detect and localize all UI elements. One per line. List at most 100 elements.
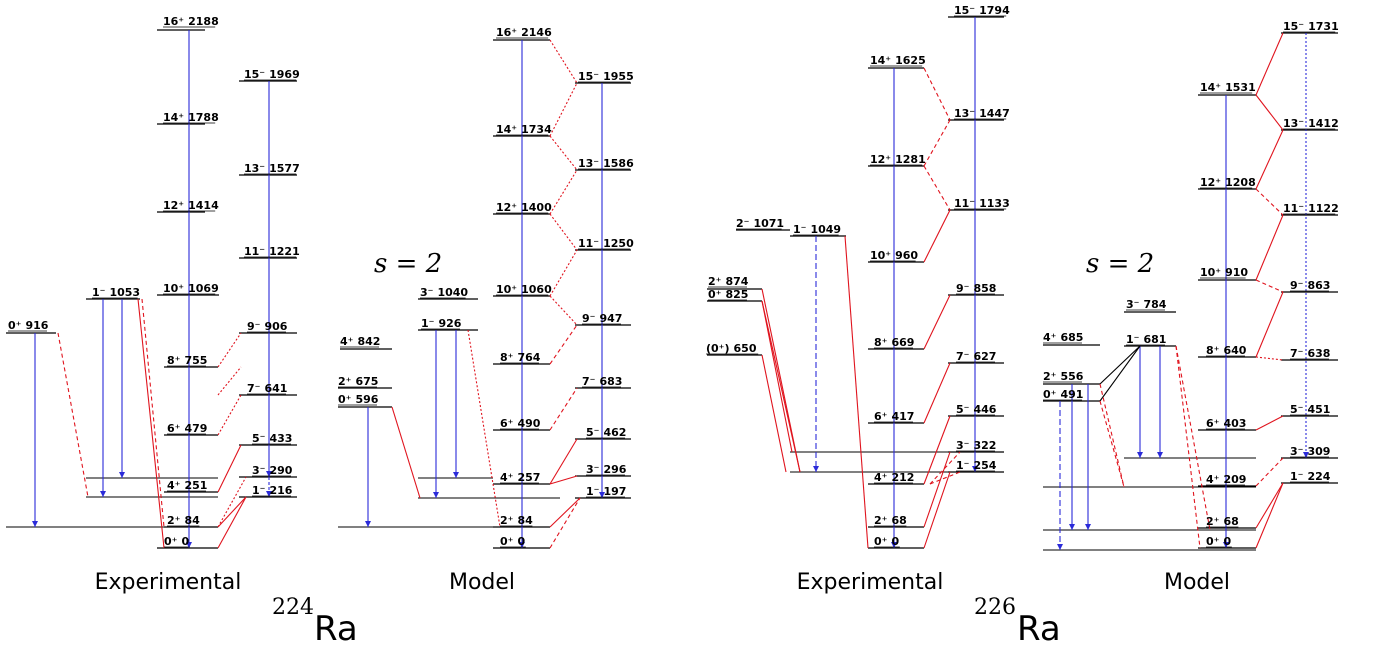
- level-label-ra224-exp-7: 6⁺ 479: [167, 422, 207, 435]
- level-spin-parity: 6⁺: [500, 417, 514, 430]
- level-spin-parity: 8⁺: [1206, 344, 1220, 357]
- transition-72: [1255, 214, 1284, 281]
- transition-12: [217, 444, 242, 493]
- level-label-ra224-exp-15: 7⁻ 641: [247, 382, 287, 395]
- level-spin-parity: 11⁻: [954, 197, 975, 210]
- level-spin-parity: 2⁺: [1206, 515, 1220, 528]
- level-label-ra224-exp-13: 11⁻ 1221: [244, 245, 300, 258]
- level-spin-parity: 13⁻: [578, 157, 599, 170]
- level-spin-parity: 16⁺: [496, 26, 517, 39]
- transition-34: [549, 497, 581, 528]
- level-label-ra224-model-15: 13⁻ 1586: [578, 157, 634, 170]
- level-label-ra226-exp-17: 7⁻ 627: [956, 350, 996, 363]
- level-label-ra226-model-4: 0⁺ 491: [1043, 388, 1083, 401]
- level-energy: 1531: [1225, 81, 1256, 94]
- level-label-ra224-model-16: 11⁻ 1250: [578, 237, 634, 250]
- nucleus-mass-224: 224: [272, 595, 314, 620]
- level-label-ra224-model-21: 1⁻ 197: [586, 485, 626, 498]
- level-energy: 197: [603, 485, 626, 498]
- level-energy: 874: [725, 275, 748, 288]
- level-label-ra226-model-9: 6⁺ 403: [1206, 417, 1246, 430]
- level-label-ra226-exp-9: 6⁺ 417: [874, 410, 914, 423]
- transition-25: [549, 135, 578, 171]
- level-energy: 417: [891, 410, 914, 423]
- level-energy: 669: [891, 336, 914, 349]
- level-label-ra226-exp-19: 3⁻ 322: [956, 439, 996, 452]
- transition-77: [1255, 457, 1284, 487]
- level-energy: 910: [1225, 266, 1248, 279]
- level-label-ra226-exp-16: 9⁻ 858: [956, 282, 996, 295]
- level-label-ra224-exp-0: 0⁺ 916: [8, 319, 49, 332]
- level-energy: 1414: [188, 199, 219, 212]
- level-spin-parity: 5⁻: [956, 403, 970, 416]
- level-energy: 1586: [603, 157, 634, 170]
- transition-64: [1099, 383, 1125, 488]
- transition-70: [1255, 129, 1284, 190]
- level-energy: 1071: [753, 217, 784, 230]
- level-spin-parity: 3⁻: [1290, 445, 1304, 458]
- level-energy: 1221: [269, 245, 300, 258]
- level-energy: 825: [725, 288, 748, 301]
- level-spin-parity: 5⁻: [252, 432, 266, 445]
- level-spin-parity: 9⁻: [956, 282, 970, 295]
- level-label-ra224-exp-5: 10⁺ 1069: [163, 282, 219, 295]
- level-spin-parity: 0⁺: [1206, 535, 1220, 548]
- level-spin-parity: 15⁻: [244, 68, 265, 81]
- transition-48: [923, 294, 951, 350]
- level-label-ra226-exp-0: 2⁻ 1071: [736, 217, 784, 230]
- level-spin-parity: 0⁺: [708, 288, 722, 301]
- level-energy: 1412: [1308, 117, 1339, 130]
- level-energy: 1053: [109, 286, 140, 299]
- level-spin-parity: 10⁺: [163, 282, 184, 295]
- level-energy: 433: [269, 432, 292, 445]
- level-label-ra224-exp-4: 12⁺ 1414: [163, 199, 219, 212]
- transition-arrowhead-17: [599, 492, 605, 498]
- transition-41: [761, 300, 793, 453]
- level-label-ra226-exp-6: 12⁺ 1281: [870, 153, 926, 166]
- level-label-ra226-exp-3: 0⁺ 825: [708, 288, 748, 301]
- level-energy: 1060: [521, 283, 552, 296]
- level-spin-parity: 8⁺: [167, 354, 181, 367]
- level-label-ra226-exp-7: 10⁺ 960: [870, 249, 918, 262]
- level-energy: 755: [184, 354, 207, 367]
- transition-arrowhead-56: [1303, 452, 1309, 458]
- level-spin-parity: 7⁻: [956, 350, 970, 363]
- level-label-ra226-model-12: 0⁺ 0: [1206, 535, 1231, 548]
- level-label-ra226-exp-5: 14⁺ 1625: [870, 54, 926, 67]
- level-spin-parity: 1⁻: [252, 484, 266, 497]
- transition-arrowhead-2: [266, 491, 272, 497]
- level-label-ra226-model-17: 7⁻ 638: [1290, 347, 1330, 360]
- level-energy: 0: [891, 535, 899, 548]
- nucleus-symbol-226: Ra: [1017, 609, 1061, 648]
- level-spin-parity: 9⁻: [1290, 279, 1304, 292]
- level-spin-parity: 12⁺: [496, 201, 517, 214]
- level-energy: 212: [891, 471, 914, 484]
- level-spin-parity: 1⁻: [586, 485, 600, 498]
- caption-model-226: Model: [1164, 570, 1230, 595]
- transition-4: [57, 332, 89, 498]
- level-spin-parity: 0⁺: [338, 393, 352, 406]
- level-spin-parity: 0⁺: [8, 319, 22, 332]
- level-label-ra226-model-6: 12⁺ 1208: [1200, 176, 1256, 189]
- transition-24: [549, 82, 578, 137]
- level-energy: 491: [1060, 388, 1083, 401]
- level-energy: 251: [184, 479, 207, 492]
- transition-62: [1099, 345, 1141, 385]
- level-label-ra224-model-5: 16⁺ 2146: [496, 26, 552, 39]
- level-spin-parity: 0⁺: [500, 535, 514, 548]
- level-spin-parity: 7⁻: [1290, 347, 1304, 360]
- level-energy: 1447: [979, 107, 1010, 120]
- level-energy: 1069: [188, 282, 219, 295]
- level-label-ra226-model-1: 4⁺ 685: [1043, 331, 1083, 344]
- level-label-ra224-exp-8: 4⁺ 251: [167, 479, 207, 492]
- level-energy: 926: [438, 317, 461, 330]
- transition-68: [1255, 32, 1284, 96]
- transition-arrowhead-57: [1057, 544, 1063, 550]
- level-spin-parity: 12⁺: [163, 199, 184, 212]
- level-spin-parity: 4⁺: [874, 471, 888, 484]
- transition-31: [549, 387, 578, 431]
- level-spin-parity: 0⁺: [1043, 388, 1057, 401]
- level-spin-parity: 1⁻: [421, 317, 435, 330]
- level-energy: 1734: [521, 123, 552, 136]
